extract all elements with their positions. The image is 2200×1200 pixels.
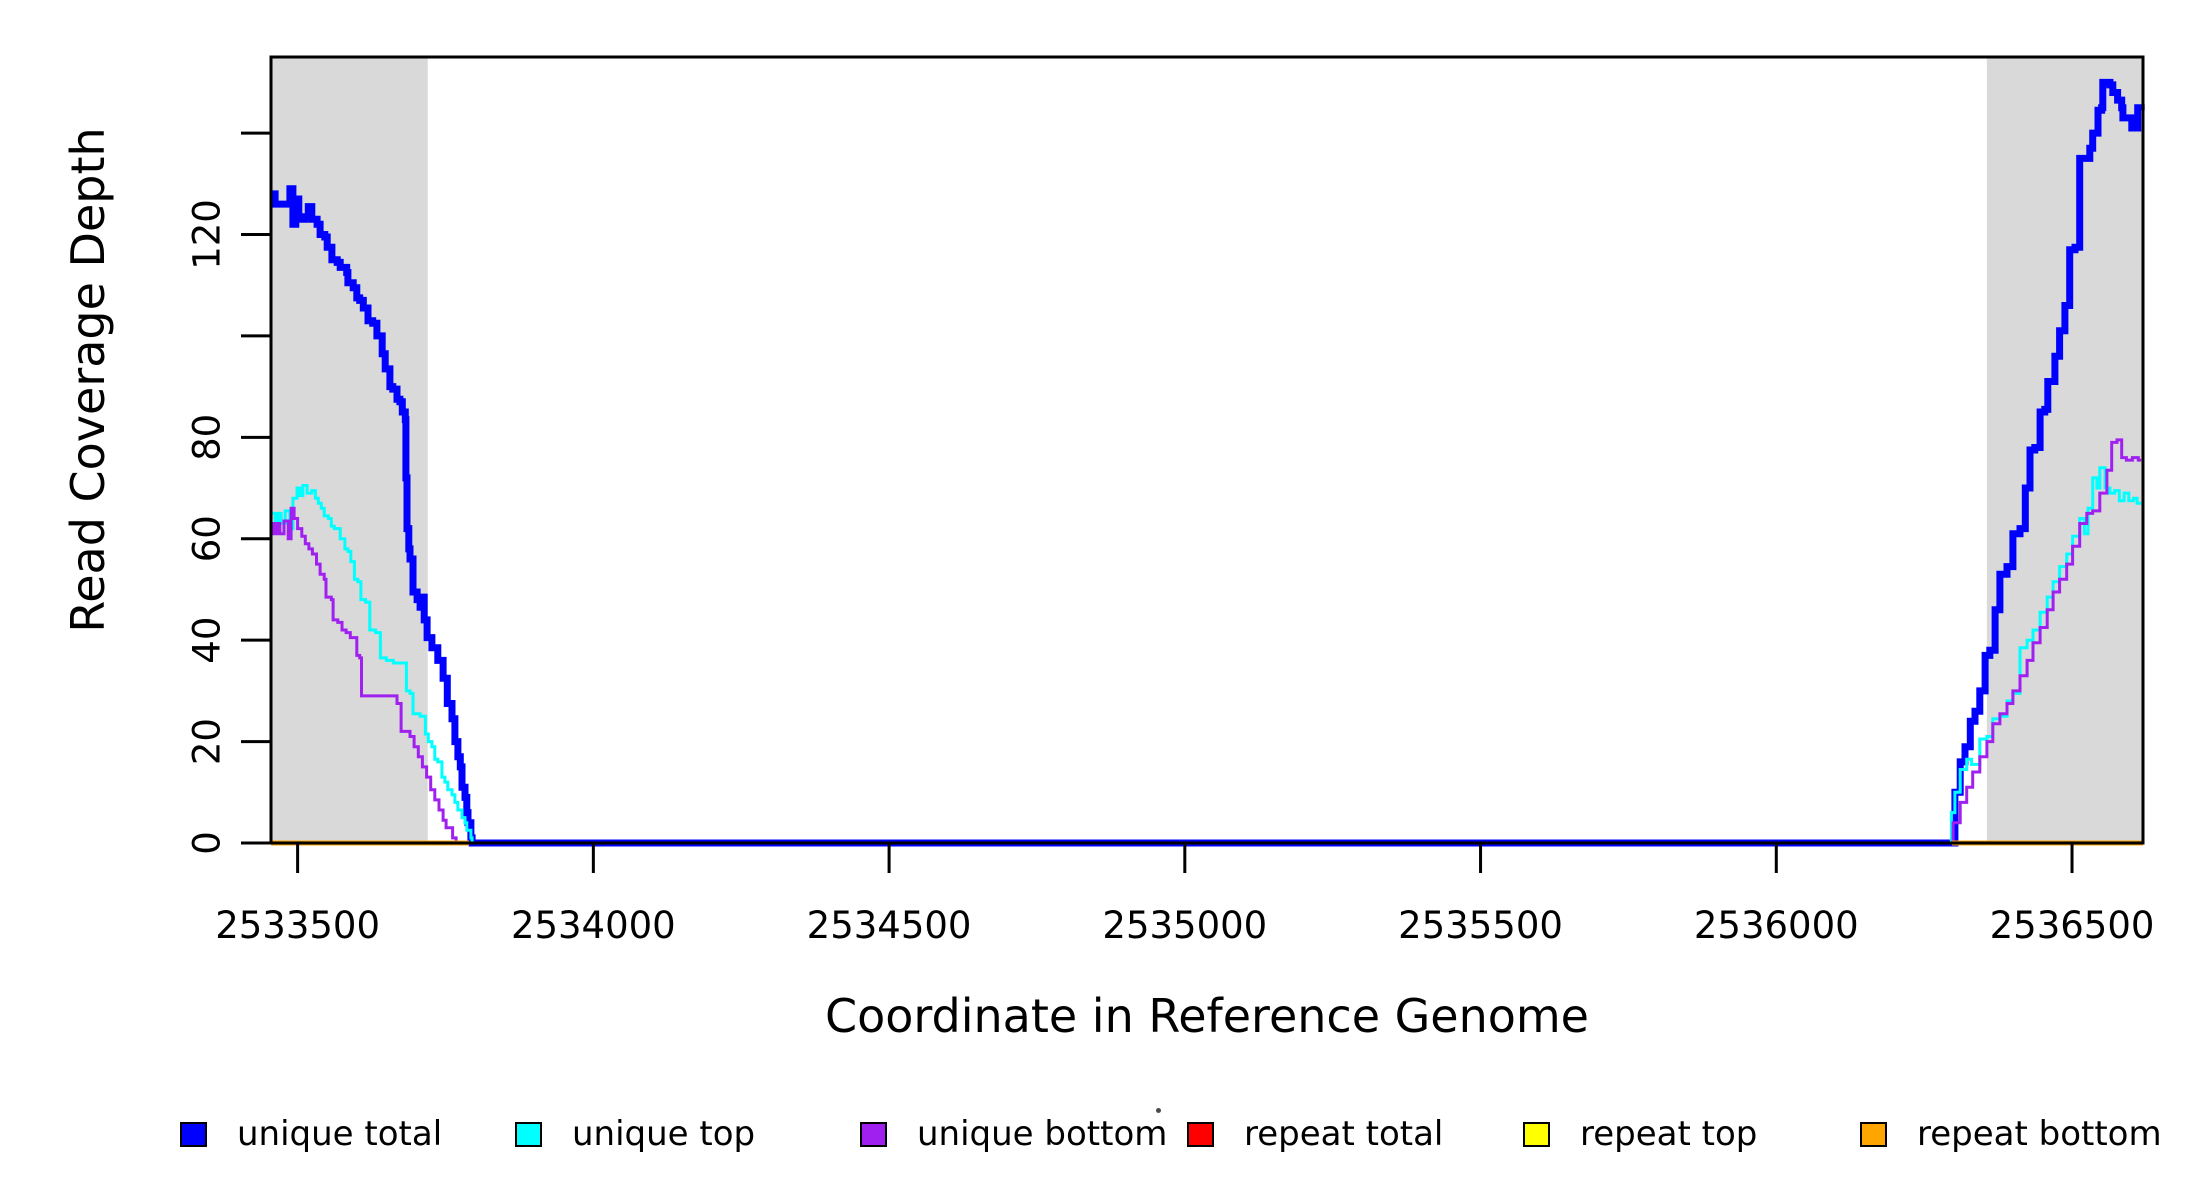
legend-swatch-repeat-total	[1187, 1121, 1214, 1147]
x-tick-label: 2534500	[807, 904, 972, 947]
y-tick-label: 20	[186, 718, 229, 765]
legend-item-repeat-total: repeat total	[1187, 1112, 1443, 1156]
x-tick-label: 2536500	[1990, 904, 2155, 947]
repeat-region-right	[1986, 57, 2143, 843]
y-tick-label: 40	[186, 617, 229, 664]
legend-label: unique total	[237, 1114, 443, 1154]
legend-swatch-unique-top	[515, 1121, 542, 1147]
series-unique-top	[271, 466, 2142, 845]
legend-label: unique top	[572, 1114, 756, 1154]
legend-swatch-repeat-top	[1523, 1121, 1550, 1147]
y-axis-title: Read Coverage Depth	[61, 127, 115, 632]
plot-box	[269, 55, 2145, 845]
stray-dot	[1156, 1108, 1161, 1113]
series-unique-total	[271, 78, 2145, 847]
legend-item-unique-top: unique top	[515, 1112, 755, 1156]
legend-item-unique-bottom: unique bottom	[860, 1112, 1167, 1156]
x-tick-label: 2533500	[215, 904, 380, 947]
x-tick-label: 2536000	[1694, 904, 1859, 947]
legend-label: repeat bottom	[1917, 1114, 2162, 1154]
legend-label: repeat top	[1580, 1114, 1758, 1154]
x-axis-title: Coordinate in Reference Genome	[825, 989, 1589, 1043]
legend-swatch-unique-total	[180, 1121, 207, 1147]
legend-item-repeat-bottom: repeat bottom	[1860, 1112, 2162, 1156]
legend-label: unique bottom	[917, 1114, 1168, 1154]
legend-item-repeat-top: repeat top	[1523, 1112, 1757, 1156]
y-tick-label: 60	[186, 515, 229, 562]
legend-swatch-repeat-bottom	[1860, 1121, 1887, 1147]
legend-label: repeat total	[1244, 1114, 1444, 1154]
legend-swatch-unique-bottom	[860, 1121, 887, 1147]
x-tick-label: 2535500	[1398, 904, 1563, 947]
y-tick-label: 120	[186, 199, 229, 270]
x-tick-label: 2534000	[511, 904, 676, 947]
x-tick-label: 2535000	[1102, 904, 1267, 947]
legend-item-unique-total: unique total	[180, 1112, 442, 1156]
y-tick-label: 0	[186, 831, 229, 855]
y-tick-label: 80	[186, 414, 229, 461]
series-unique-bottom	[271, 438, 2142, 845]
